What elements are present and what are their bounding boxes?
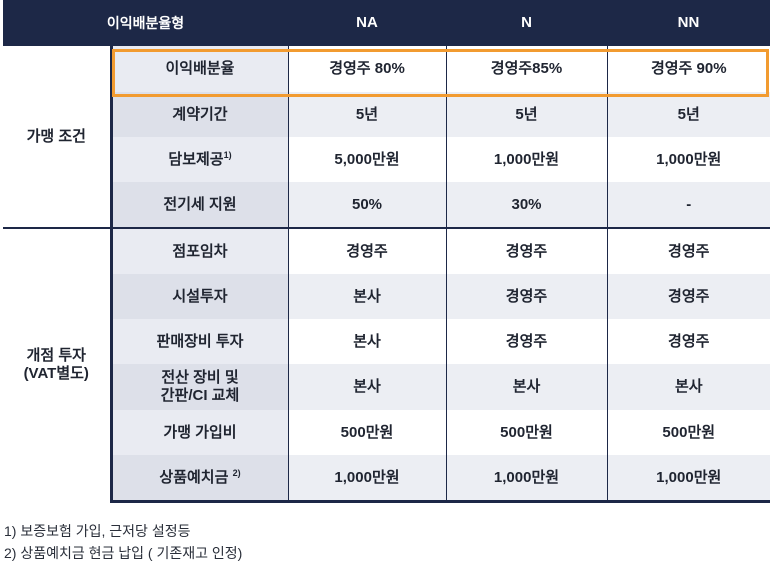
row-label-line2: 간판/CI 교체	[160, 387, 240, 404]
franchise-terms-table: 이익배분율형 NA N NN 가맹 조건 이익배분율 경영주 80% 경영주85…	[3, 0, 770, 503]
row-label-text: 담보제공	[168, 150, 224, 168]
row-label: 상품예치금 2)	[111, 455, 288, 503]
row-label: 담보제공1)	[111, 137, 288, 182]
cell-nn: 1,000만원	[606, 455, 770, 503]
cell-na: 경영주 80%	[287, 46, 446, 92]
row-label: 전산 장비 및 간판/CI 교체	[111, 364, 288, 410]
table-row: 가맹 가입비 500만원 500만원 500만원	[3, 410, 770, 455]
header-type: 이익배분율형	[3, 0, 288, 46]
cell-n: 경영주	[445, 274, 607, 319]
cell-nn: 경영주 90%	[606, 46, 770, 92]
cell-na: 본사	[287, 274, 446, 319]
cell-n: 30%	[445, 182, 607, 228]
cell-nn: 5년	[606, 92, 770, 137]
table-row: 상품예치금 2) 1,000만원 1,000만원 1,000만원	[3, 455, 770, 503]
table-row: 전산 장비 및 간판/CI 교체 본사 본사 본사	[3, 364, 770, 410]
group-join-conditions: 가맹 조건	[3, 46, 113, 228]
cell-nn: 본사	[606, 364, 770, 410]
table-row: 계약기간 5년 5년 5년	[3, 92, 770, 137]
cell-n: 경영주	[445, 227, 607, 274]
group-title-line2: (VAT별도)	[23, 365, 89, 383]
cell-nn: 경영주	[606, 227, 770, 274]
header-row: 이익배분율형 NA N NN	[3, 0, 770, 46]
cell-nn: 1,000만원	[606, 137, 770, 182]
cell-n: 5년	[445, 92, 607, 137]
row-label: 점포임차	[111, 227, 288, 274]
cell-n: 경영주85%	[445, 46, 607, 92]
cell-na: 본사	[287, 364, 446, 410]
cell-n: 1,000만원	[445, 137, 607, 182]
cell-na: 50%	[287, 182, 446, 228]
table-row: 판매장비 투자 본사 경영주 경영주	[3, 319, 770, 364]
row-label: 판매장비 투자	[111, 319, 288, 364]
cell-na: 본사	[287, 319, 446, 364]
row-label: 계약기간	[111, 92, 288, 137]
cell-nn: 500만원	[606, 410, 770, 455]
table-row: 개점 투자 (VAT별도) 점포임차 경영주 경영주 경영주	[3, 227, 770, 502]
footnote-2: 2) 상품예치금 현금 납입 ( 기존재고 인정)	[4, 545, 243, 561]
row-label: 이익배분율	[111, 46, 288, 92]
cell-n: 500만원	[445, 410, 607, 455]
row-label-text: 상품예치금	[159, 468, 229, 486]
table-row: 전기세 지원 50% 30% -	[3, 182, 770, 228]
cell-na: 경영주	[287, 227, 446, 274]
cell-na: 5년	[287, 92, 446, 137]
header-nn: NN	[607, 0, 770, 46]
cell-nn: 경영주	[606, 319, 770, 364]
cell-nn: 경영주	[606, 274, 770, 319]
cell-n: 본사	[445, 364, 607, 410]
cell-n: 경영주	[445, 319, 607, 364]
cell-na: 1,000만원	[287, 455, 446, 503]
group-opening-investment: 개점 투자 (VAT별도)	[3, 227, 113, 502]
footnote-marker: 1)	[223, 149, 232, 160]
table-row: 가맹 조건 이익배분율 경영주 80% 경영주85% 경영주 90%	[3, 46, 770, 228]
footnote-1: 1) 보증보험 가입, 근저당 설정등	[4, 523, 191, 539]
header-na: NA	[288, 0, 446, 46]
table-row: 담보제공1) 5,000만원 1,000만원 1,000만원	[3, 137, 770, 182]
cell-na: 5,000만원	[287, 137, 446, 182]
row-label: 가맹 가입비	[111, 410, 288, 455]
table-row: 시설투자 본사 경영주 경영주	[3, 274, 770, 319]
row-label: 시설투자	[111, 274, 288, 319]
footnotes: 1) 보증보험 가입, 근저당 설정등 2) 상품예치금 현금 납입 ( 기존재…	[4, 520, 242, 564]
cell-n: 1,000만원	[445, 455, 607, 503]
footnote-marker: 2)	[232, 467, 241, 478]
cell-nn: -	[606, 182, 770, 228]
cell-na: 500만원	[287, 410, 446, 455]
header-n: N	[446, 0, 607, 46]
row-label: 전기세 지원	[111, 182, 288, 228]
group-title-line1: 개점 투자	[26, 347, 86, 365]
row-label-line1: 전산 장비 및	[161, 369, 239, 386]
